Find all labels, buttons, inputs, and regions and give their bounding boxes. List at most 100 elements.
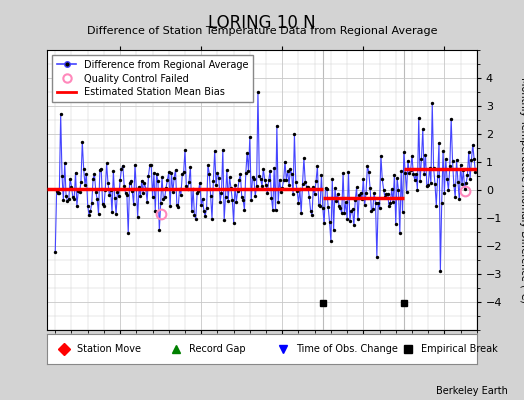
Point bbox=[202, 205, 211, 211]
Point bbox=[272, 122, 281, 129]
Point bbox=[379, 186, 388, 193]
Text: Empirical Break: Empirical Break bbox=[421, 344, 498, 354]
Point bbox=[101, 187, 110, 193]
Point bbox=[443, 176, 451, 182]
Point bbox=[270, 165, 278, 171]
Point bbox=[391, 221, 400, 227]
Point bbox=[239, 196, 247, 203]
Point bbox=[393, 175, 401, 181]
Point bbox=[220, 217, 228, 223]
Point bbox=[361, 202, 369, 208]
Point bbox=[118, 162, 127, 169]
Point bbox=[451, 194, 460, 200]
Point bbox=[396, 230, 404, 236]
Point bbox=[381, 194, 389, 201]
Point bbox=[375, 205, 384, 211]
Point bbox=[105, 192, 114, 198]
Point bbox=[365, 168, 373, 175]
Point bbox=[62, 192, 70, 199]
Point bbox=[111, 194, 119, 201]
Point bbox=[96, 167, 104, 173]
Point bbox=[285, 182, 293, 188]
Point bbox=[450, 182, 458, 189]
Point bbox=[320, 220, 329, 227]
Point bbox=[400, 149, 408, 156]
Point bbox=[85, 212, 93, 218]
Point bbox=[97, 166, 105, 172]
Point bbox=[248, 174, 257, 180]
Point bbox=[435, 140, 443, 146]
Point bbox=[316, 202, 324, 209]
Point bbox=[324, 204, 332, 211]
Point bbox=[342, 199, 350, 206]
Point bbox=[367, 208, 376, 214]
Point bbox=[94, 211, 103, 217]
Point bbox=[442, 156, 450, 162]
Point bbox=[266, 168, 274, 174]
Point bbox=[277, 188, 285, 195]
Point bbox=[83, 202, 92, 209]
Point bbox=[150, 170, 158, 176]
Point bbox=[368, 206, 377, 212]
Point bbox=[258, 183, 266, 189]
Point bbox=[82, 170, 91, 177]
Point bbox=[63, 198, 72, 204]
Point bbox=[176, 186, 184, 192]
Point bbox=[92, 189, 100, 195]
Point bbox=[449, 157, 457, 164]
Point bbox=[75, 189, 84, 196]
Point bbox=[398, 209, 407, 215]
Point bbox=[66, 175, 74, 182]
Point bbox=[288, 171, 296, 177]
Point bbox=[402, 189, 411, 195]
Point bbox=[157, 200, 165, 206]
Point bbox=[445, 163, 454, 169]
Point bbox=[148, 194, 157, 200]
Point bbox=[459, 167, 467, 173]
Y-axis label: Monthly Temperature Anomaly Difference (°C): Monthly Temperature Anomaly Difference (… bbox=[519, 77, 524, 303]
Point bbox=[206, 193, 215, 199]
Point bbox=[99, 200, 107, 207]
Point bbox=[204, 162, 212, 168]
Point bbox=[64, 196, 73, 202]
Point bbox=[181, 147, 189, 154]
Point bbox=[55, 189, 63, 196]
Point bbox=[432, 202, 441, 209]
Point bbox=[193, 190, 201, 196]
Point bbox=[339, 170, 347, 176]
Point bbox=[109, 168, 117, 174]
Point bbox=[143, 198, 151, 205]
Point bbox=[331, 185, 339, 192]
Point bbox=[308, 212, 316, 218]
Point bbox=[414, 114, 423, 121]
Point bbox=[106, 186, 115, 193]
Point bbox=[123, 192, 131, 198]
Point bbox=[293, 188, 301, 194]
Point bbox=[416, 178, 424, 184]
Point bbox=[253, 183, 261, 190]
Point bbox=[192, 215, 200, 222]
Point bbox=[385, 203, 393, 209]
Point bbox=[235, 177, 243, 183]
Point bbox=[313, 163, 322, 170]
Point bbox=[262, 182, 270, 188]
Point bbox=[232, 199, 241, 205]
Point bbox=[359, 176, 367, 182]
Point bbox=[159, 196, 168, 202]
Point bbox=[263, 190, 271, 196]
Point bbox=[237, 193, 246, 200]
Point bbox=[246, 134, 254, 140]
Point bbox=[298, 181, 307, 187]
Point bbox=[462, 180, 470, 187]
Point bbox=[419, 126, 427, 132]
Text: LORING 10 N: LORING 10 N bbox=[208, 14, 316, 32]
Point bbox=[362, 190, 370, 196]
Point bbox=[169, 189, 177, 196]
Point bbox=[461, 186, 469, 192]
Point bbox=[100, 203, 108, 209]
Point bbox=[350, 222, 358, 228]
Text: Time of Obs. Change: Time of Obs. Change bbox=[297, 344, 398, 354]
Point bbox=[388, 186, 396, 193]
Point bbox=[269, 207, 277, 213]
Point bbox=[138, 177, 146, 184]
